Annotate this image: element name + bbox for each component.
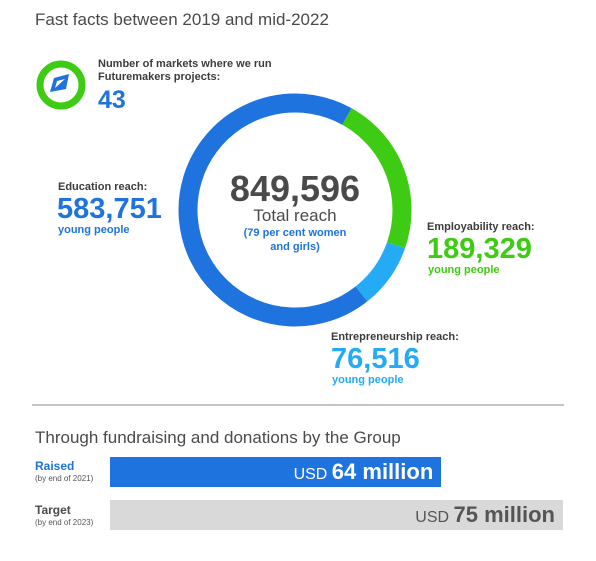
raised-bar-label: USD 64 million	[294, 459, 434, 488]
markets-label: Number of markets where we run Futuremak…	[98, 58, 272, 83]
target-bar-track: USD 75 million	[110, 500, 563, 530]
markets-value: 43	[98, 86, 126, 114]
target-note: (by end of 2023)	[35, 518, 94, 527]
raised-label: Raised	[35, 459, 75, 473]
section-divider	[32, 404, 564, 406]
entrepreneurship-reach-label: Entrepreneurship reach:	[331, 331, 459, 343]
total-reach-label: Total reach	[253, 206, 337, 225]
employability-reach-sub: young people	[428, 264, 500, 276]
entrepreneurship-reach-sub: young people	[332, 374, 404, 386]
employability-reach-label: Employability reach:	[427, 221, 535, 233]
raised-unit: USD	[293, 466, 328, 483]
fundraising-title: Through fundraising and donations by the…	[35, 428, 401, 447]
target-unit: USD	[415, 509, 450, 526]
entrepreneurship-reach-value: 76,516	[331, 343, 420, 375]
raised-amount: 64 million	[331, 459, 434, 484]
reach-donut-chart	[178, 93, 412, 327]
raised-bar: USD 64 million	[110, 457, 442, 488]
page-title: Fast facts between 2019 and mid-2022	[35, 10, 329, 29]
raised-bar-track: USD 64 million	[110, 457, 563, 487]
target-amount: 75 million	[453, 502, 555, 527]
target-label: Target	[35, 503, 71, 517]
education-segment	[178, 93, 368, 327]
target-bar: USD 75 million	[110, 500, 563, 530]
compass-icon	[36, 60, 86, 110]
total-reach-note: (79 per cent women and girls)	[243, 227, 347, 253]
employability-reach-value: 189,329	[427, 233, 532, 265]
entrepreneurship-segment	[355, 241, 406, 302]
education-reach-value: 583,751	[57, 193, 162, 225]
education-reach-label: Education reach:	[58, 181, 148, 193]
education-reach-sub: young people	[58, 224, 130, 236]
employability-segment	[342, 108, 412, 249]
target-bar-label: USD 75 million	[415, 502, 555, 531]
raised-note: (by end of 2021)	[35, 474, 94, 483]
total-reach-value: 849,596	[229, 168, 361, 209]
